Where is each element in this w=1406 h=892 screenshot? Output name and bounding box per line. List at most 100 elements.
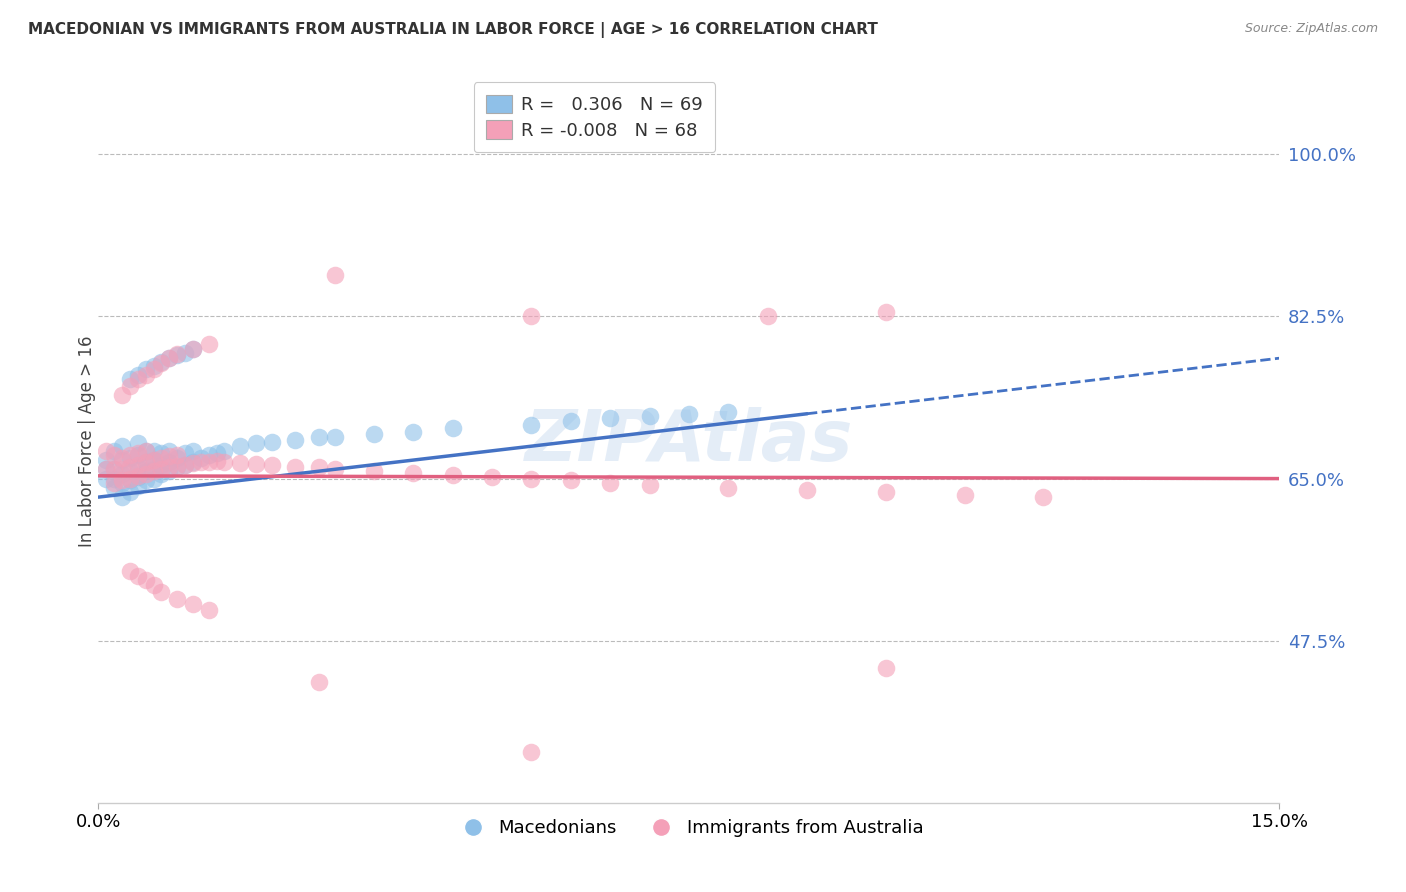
Point [111, 476, 134, 491]
Point [127, 468, 149, 483]
Point [118, 464, 141, 478]
Point [363, 427, 385, 442]
Point [96, 462, 118, 476]
Point [157, 464, 180, 478]
Point [103, 449, 125, 463]
Point [197, 603, 219, 617]
Point [260, 458, 283, 472]
Point [181, 455, 204, 469]
Point [96, 443, 118, 458]
Point [142, 362, 165, 376]
Point [174, 458, 197, 472]
Point [166, 448, 188, 462]
Text: Source: ZipAtlas.com: Source: ZipAtlas.com [1244, 22, 1378, 36]
Point [308, 430, 330, 444]
Point [103, 476, 125, 491]
Point [197, 337, 219, 351]
Point [127, 371, 149, 385]
Point [111, 490, 134, 504]
Point [127, 449, 149, 463]
Point [875, 305, 897, 319]
Point [520, 745, 543, 759]
Point [142, 453, 165, 467]
Point [157, 460, 180, 475]
Point [323, 430, 346, 444]
Point [118, 451, 141, 466]
Point [229, 456, 252, 470]
Point [142, 359, 165, 373]
Point [127, 458, 149, 472]
Point [190, 451, 212, 466]
Point [174, 345, 197, 359]
Point [127, 459, 149, 474]
Point [127, 368, 149, 382]
Point [142, 453, 165, 467]
Point [103, 472, 125, 486]
Point [717, 405, 740, 419]
Point [1032, 490, 1054, 504]
Point [229, 439, 252, 453]
Point [166, 451, 188, 466]
Point [135, 362, 157, 376]
Point [717, 481, 740, 495]
Point [96, 472, 118, 486]
Point [118, 379, 141, 393]
Point [166, 458, 188, 473]
Point [118, 485, 141, 500]
Point [135, 443, 157, 458]
Point [135, 464, 157, 478]
Point [181, 342, 204, 356]
Point [197, 449, 219, 463]
Point [157, 351, 180, 366]
Point [135, 443, 157, 458]
Point [875, 661, 897, 675]
Point [520, 310, 543, 324]
Point [150, 355, 173, 369]
Point [181, 443, 204, 458]
Point [127, 569, 149, 583]
Point [638, 409, 661, 423]
Point [560, 474, 582, 488]
Point [127, 479, 149, 493]
Text: MACEDONIAN VS IMMIGRANTS FROM AUSTRALIA IN LABOR FORCE | AGE > 16 CORRELATION CH: MACEDONIAN VS IMMIGRANTS FROM AUSTRALIA … [28, 22, 877, 38]
Point [638, 478, 661, 492]
Point [205, 454, 228, 468]
Y-axis label: In Labor Force | Age > 16: In Labor Force | Age > 16 [79, 335, 96, 548]
Point [103, 481, 125, 495]
Point [142, 472, 165, 486]
Point [118, 459, 141, 474]
Point [150, 458, 173, 472]
Point [260, 434, 283, 449]
Point [174, 445, 197, 459]
Point [111, 467, 134, 481]
Point [157, 455, 180, 469]
Point [111, 388, 134, 402]
Point [166, 346, 188, 360]
Point [118, 371, 141, 385]
Point [157, 443, 180, 458]
Point [127, 436, 149, 450]
Point [174, 458, 197, 472]
Legend: Macedonians, Immigrants from Australia: Macedonians, Immigrants from Australia [447, 812, 931, 845]
Point [197, 455, 219, 469]
Point [599, 476, 621, 491]
Point [150, 584, 173, 599]
Point [166, 460, 188, 475]
Point [756, 310, 779, 324]
Point [214, 443, 236, 458]
Point [181, 597, 204, 611]
Point [127, 469, 149, 483]
Point [599, 411, 621, 425]
Point [118, 474, 141, 488]
Point [150, 467, 173, 481]
Point [150, 445, 173, 459]
Point [142, 462, 165, 476]
Point [678, 407, 700, 421]
Point [245, 457, 267, 471]
Point [520, 472, 543, 486]
Point [560, 414, 582, 428]
Point [181, 456, 204, 470]
Point [166, 592, 188, 607]
Point [135, 574, 157, 588]
Point [441, 420, 464, 434]
